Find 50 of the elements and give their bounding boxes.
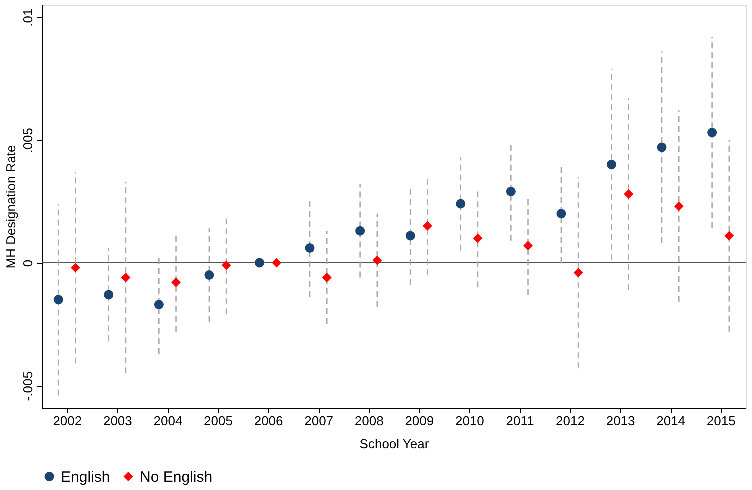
x-axis-title: School Year bbox=[360, 436, 430, 452]
point bbox=[204, 270, 214, 280]
point bbox=[724, 231, 734, 241]
point bbox=[356, 226, 366, 236]
point bbox=[305, 244, 315, 254]
x-tick-label: 2009 bbox=[405, 414, 434, 428]
point bbox=[422, 221, 432, 231]
x-tick-label: 2011 bbox=[506, 414, 534, 428]
y-tick-label: 0 bbox=[20, 260, 36, 268]
point bbox=[406, 231, 416, 241]
x-tick-label: 2013 bbox=[606, 414, 636, 428]
x-tick-label: 2006 bbox=[254, 414, 284, 428]
legend-label: English bbox=[61, 468, 110, 486]
x-tick-label: 2004 bbox=[154, 414, 183, 428]
x-tick-label: 2014 bbox=[656, 414, 686, 428]
point bbox=[606, 160, 616, 170]
point bbox=[657, 142, 667, 152]
legend-label: No English bbox=[140, 468, 213, 486]
point bbox=[172, 278, 182, 288]
point bbox=[222, 260, 232, 270]
point bbox=[624, 189, 634, 199]
point bbox=[456, 199, 466, 209]
x-tick-label: 2005 bbox=[204, 414, 233, 428]
point bbox=[506, 187, 516, 196]
point bbox=[70, 263, 80, 273]
point bbox=[272, 258, 282, 268]
point bbox=[254, 258, 264, 268]
x-tick-label: 2003 bbox=[103, 414, 132, 428]
x-tick-label: 2015 bbox=[706, 414, 736, 428]
point bbox=[556, 209, 566, 219]
x-tick-label: 2012 bbox=[556, 414, 585, 428]
y-tick-label: .005 bbox=[20, 128, 36, 154]
point bbox=[154, 300, 164, 310]
y-tick-label: .01 bbox=[20, 8, 36, 27]
x-tick-label: 2010 bbox=[455, 414, 484, 428]
y-axis-title: MH Designation Rate bbox=[4, 145, 18, 269]
point bbox=[574, 268, 584, 278]
point bbox=[372, 256, 382, 266]
x-tick-label: 2008 bbox=[354, 414, 384, 428]
point bbox=[524, 241, 534, 251]
point bbox=[473, 234, 483, 244]
point bbox=[708, 128, 718, 138]
y-tick-label: -.005 bbox=[20, 372, 36, 402]
point bbox=[121, 273, 131, 283]
point bbox=[674, 202, 684, 212]
point bbox=[322, 273, 332, 283]
x-tick-label: 2007 bbox=[304, 414, 334, 428]
x-tick-label: 2002 bbox=[53, 414, 82, 428]
point bbox=[104, 290, 114, 300]
point bbox=[54, 295, 64, 305]
